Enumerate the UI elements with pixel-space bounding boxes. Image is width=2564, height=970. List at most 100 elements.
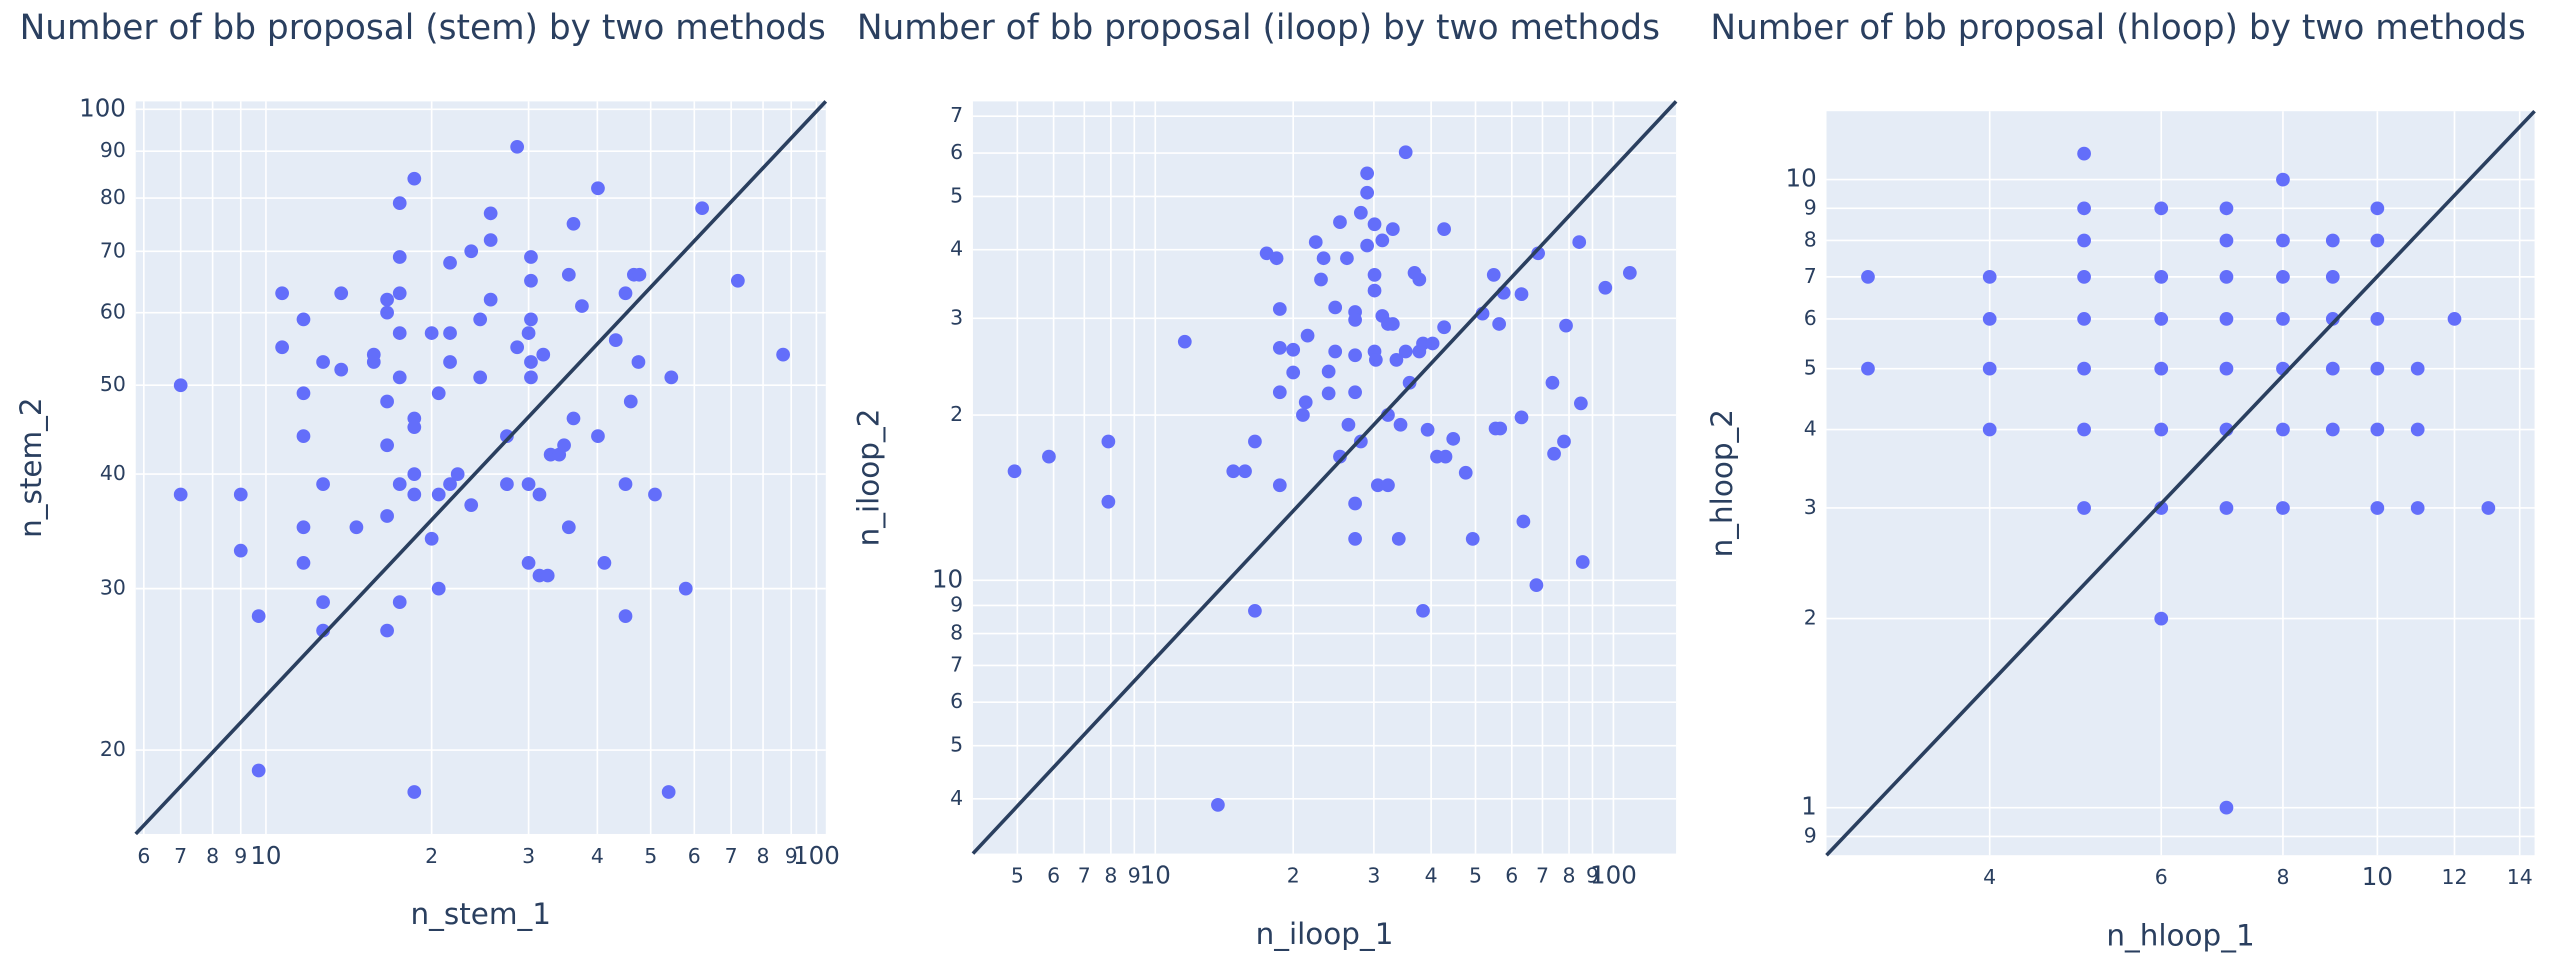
scatter-point bbox=[233, 543, 248, 558]
scatter-point bbox=[695, 201, 709, 216]
scatter-point bbox=[316, 477, 330, 492]
scatter-point bbox=[1308, 235, 1323, 249]
scatter-point bbox=[1381, 478, 1395, 493]
scatter-point bbox=[524, 273, 538, 288]
scatter-point bbox=[2154, 312, 2169, 326]
scatter-point bbox=[1370, 478, 1385, 493]
x-tick-label: 10 bbox=[2362, 862, 2393, 891]
scatter-point bbox=[296, 520, 311, 535]
scatter-point bbox=[407, 420, 422, 435]
scatter-point bbox=[540, 568, 555, 583]
x-tick-label: 7 bbox=[1078, 863, 1091, 887]
scatter-point bbox=[2276, 233, 2290, 248]
scatter-point bbox=[334, 362, 349, 377]
scatter-point bbox=[2219, 233, 2234, 248]
x-tick-label: 10 bbox=[250, 841, 281, 870]
y-tick-label: 9 bbox=[1804, 823, 1817, 847]
scatter-point bbox=[1545, 375, 1560, 390]
scatter-point bbox=[392, 250, 407, 264]
scatter-point bbox=[1269, 251, 1284, 266]
scatter-point bbox=[1348, 496, 1362, 511]
scatter-point bbox=[1300, 328, 1315, 343]
scatter-point bbox=[2077, 201, 2091, 216]
scatter-point bbox=[1416, 603, 1430, 618]
scatter-point bbox=[2077, 233, 2091, 248]
scatter-point bbox=[1360, 166, 1374, 181]
y-tick-label: 6 bbox=[950, 140, 963, 164]
scatter-point bbox=[1531, 246, 1546, 261]
scatter-point bbox=[2325, 270, 2340, 284]
scatter-point bbox=[2154, 361, 2169, 376]
scatter-point bbox=[2219, 270, 2234, 284]
scatter-point bbox=[1296, 408, 1310, 422]
scatter-point bbox=[366, 355, 381, 369]
scatter-point bbox=[407, 467, 422, 481]
x-tick-label: 10 bbox=[1140, 860, 1171, 889]
scatter-point bbox=[407, 171, 422, 186]
scatter-point bbox=[473, 370, 488, 385]
scatter-point bbox=[500, 429, 514, 444]
scatter-point bbox=[251, 763, 266, 778]
chart-title: Number of bb proposal (iloop) by two met… bbox=[857, 8, 1660, 48]
x-tick-label: 7 bbox=[1536, 863, 1549, 887]
scatter-point bbox=[1353, 205, 1368, 220]
diagonal-line bbox=[134, 100, 828, 836]
scatter-point bbox=[1861, 270, 1875, 284]
y-axis-label: n_hloop_2 bbox=[1705, 409, 1739, 557]
scatter-point bbox=[1360, 185, 1374, 200]
x-tick-label: 100 bbox=[793, 841, 840, 870]
scatter-point bbox=[524, 370, 538, 385]
scatter-point bbox=[1333, 215, 1347, 230]
scatter-point bbox=[483, 292, 498, 307]
y-tick-label: 4 bbox=[1804, 417, 1817, 441]
scatter-point bbox=[2154, 270, 2169, 284]
scatter-point bbox=[1042, 449, 1056, 464]
diagonal-line bbox=[971, 100, 1678, 855]
y-tick-label: 8 bbox=[1804, 227, 1817, 251]
scatter-point bbox=[1385, 317, 1400, 331]
scatter-point bbox=[524, 250, 538, 264]
scatter-point bbox=[443, 326, 457, 340]
scatter-point bbox=[1375, 233, 1390, 248]
scatter-point bbox=[521, 556, 536, 570]
scatter-point bbox=[631, 355, 646, 369]
scatter-point bbox=[1367, 217, 1382, 232]
x-tick-label: 4 bbox=[1983, 865, 1996, 889]
scatter-point bbox=[1286, 365, 1301, 380]
scatter-point bbox=[2077, 146, 2091, 161]
y-tick-label: 2 bbox=[1804, 606, 1817, 630]
y-tick-label: 60 bbox=[100, 300, 126, 324]
y-tick-label: 9 bbox=[1804, 195, 1817, 219]
x-tick-label: 7 bbox=[725, 844, 738, 868]
scatter-point bbox=[661, 785, 676, 799]
scatter-point bbox=[443, 355, 457, 369]
scatter-point bbox=[1007, 464, 1022, 479]
y-axis-label: n_stem_2 bbox=[14, 397, 48, 537]
scatter-point bbox=[1982, 312, 1997, 326]
scatter-point bbox=[632, 267, 647, 282]
x-tick-label: 7 bbox=[174, 844, 187, 868]
scatter-point bbox=[2154, 201, 2169, 216]
x-tick-label: 5 bbox=[1011, 863, 1024, 887]
x-axis-label: n_hloop_1 bbox=[2106, 918, 2254, 952]
scatter-point bbox=[1437, 320, 1451, 335]
scatter-point bbox=[1333, 449, 1347, 464]
scatter-point bbox=[173, 487, 188, 502]
scatter-point bbox=[334, 286, 349, 301]
x-tick-label: 3 bbox=[522, 844, 535, 868]
scatter-point bbox=[2325, 312, 2340, 326]
x-tick-label: 4 bbox=[1425, 863, 1438, 887]
scatter-point bbox=[2077, 422, 2091, 437]
scatter-point bbox=[1248, 434, 1262, 449]
scatter-point bbox=[392, 595, 407, 609]
scatter-point bbox=[407, 785, 422, 799]
scatter-point bbox=[392, 286, 407, 301]
x-tick-label: 9 bbox=[1128, 863, 1141, 887]
x-tick-label: 6 bbox=[2155, 865, 2168, 889]
y-tick-label: 100 bbox=[79, 93, 126, 122]
scatter-point bbox=[2219, 201, 2234, 216]
y-tick-label: 10 bbox=[932, 564, 963, 593]
y-tick-label: 3 bbox=[950, 305, 963, 329]
